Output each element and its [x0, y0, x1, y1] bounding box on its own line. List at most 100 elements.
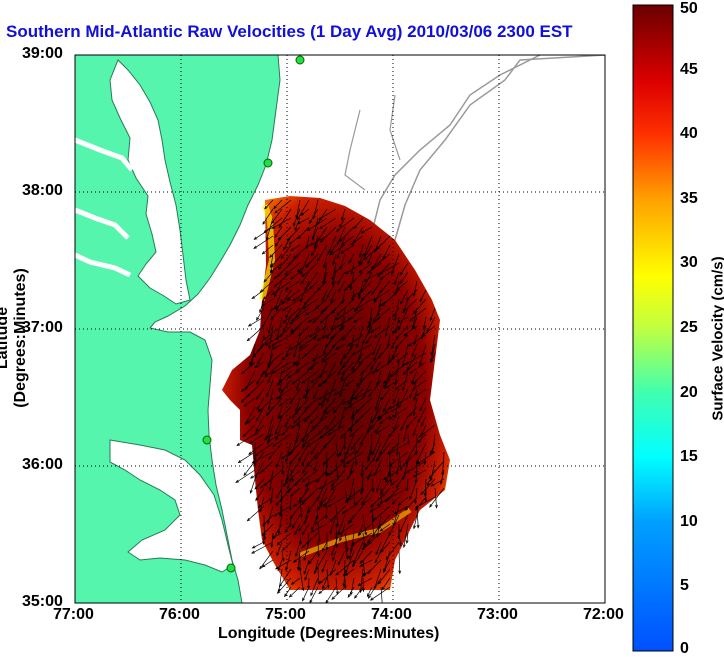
velocity-vector-head	[361, 546, 365, 551]
velocity-vector-head	[347, 401, 351, 405]
velocity-vector-head	[341, 401, 346, 405]
velocity-vector-head	[339, 537, 343, 542]
velocity-vector-head	[307, 509, 311, 514]
velocity-vector	[247, 325, 265, 342]
colorbar-tick-label: 40	[680, 125, 698, 143]
velocity-vector-head	[341, 371, 346, 375]
velocity-vector	[405, 352, 427, 365]
velocity-vector-head	[376, 503, 381, 507]
velocity-vector	[270, 253, 283, 268]
velocity-vector	[402, 361, 418, 375]
velocity-vector-head	[326, 472, 331, 476]
velocity-vector-head	[370, 426, 374, 430]
velocity-vector	[376, 478, 382, 492]
velocity-vector-head	[319, 580, 323, 584]
velocity-vector	[293, 244, 310, 259]
velocity-vector	[319, 478, 337, 490]
velocity-vector-head	[350, 241, 354, 246]
velocity-vector	[387, 487, 409, 500]
velocity-vector-head	[342, 377, 346, 382]
velocity-vector-head	[259, 485, 264, 489]
velocity-vector	[370, 586, 391, 601]
velocity-vector-head	[284, 272, 288, 276]
velocity-vector-head	[368, 509, 373, 513]
velocity-vector-head	[415, 507, 419, 511]
velocity-vector-head	[290, 478, 294, 483]
velocity-vector-head	[364, 532, 368, 536]
velocity-vector-head	[420, 491, 424, 496]
velocity-vector	[373, 289, 391, 301]
velocity-vector	[310, 442, 319, 455]
velocity-vector	[345, 568, 355, 576]
velocity-vector	[326, 568, 329, 588]
velocity-vector-head	[275, 502, 280, 506]
velocity-vector	[344, 541, 348, 560]
velocity-vector	[361, 460, 364, 477]
velocity-vector	[335, 505, 339, 527]
velocity-vector-head	[295, 313, 299, 318]
velocity-vector-head	[332, 557, 335, 562]
velocity-vector-head	[276, 495, 280, 500]
velocity-vector-head	[264, 342, 269, 346]
velocity-vector-head	[348, 519, 353, 524]
velocity-vector	[371, 478, 374, 492]
velocity-vector	[334, 262, 346, 273]
velocity-vector-head	[253, 457, 257, 462]
velocity-vector-head	[339, 266, 343, 271]
velocity-vector	[411, 343, 418, 357]
velocity-vector	[347, 307, 364, 321]
velocity-vector-head	[368, 393, 372, 398]
velocity-vector	[350, 460, 355, 474]
velocity-vector	[359, 424, 373, 445]
velocity-vector	[297, 217, 310, 225]
velocity-vector	[275, 424, 283, 441]
velocity-vector-head	[274, 431, 278, 436]
velocity-vector	[358, 577, 373, 586]
velocity-vector	[431, 478, 445, 487]
velocity-vector	[393, 505, 400, 526]
velocity-vector-head	[244, 421, 248, 426]
velocity-vector-head	[304, 287, 308, 291]
velocity-vector	[278, 514, 283, 534]
velocity-vector-head	[253, 462, 257, 467]
velocity-vector	[310, 370, 328, 383]
velocity-vector-head	[300, 271, 303, 276]
velocity-vector-head	[305, 390, 309, 394]
velocity-vector	[284, 262, 301, 276]
velocity-vector-head	[348, 260, 352, 264]
velocity-vector	[302, 379, 319, 399]
velocity-vector	[293, 550, 310, 563]
velocity-vector-head	[359, 563, 364, 567]
velocity-vector-head	[358, 296, 361, 300]
velocity-vector-head	[311, 425, 315, 429]
velocity-vector	[291, 415, 310, 429]
velocity-vector	[398, 388, 409, 408]
velocity-vector	[333, 397, 346, 414]
velocity-vector	[318, 424, 328, 435]
velocity-vector	[362, 532, 366, 547]
velocity-vector	[412, 307, 418, 329]
velocity-vector-head	[301, 443, 306, 447]
velocity-vector	[275, 325, 292, 341]
velocity-vector	[403, 523, 409, 548]
velocity-vector	[358, 280, 373, 296]
velocity-vector-head	[324, 503, 328, 508]
velocity-vector-head	[272, 346, 276, 350]
velocity-vector	[270, 487, 274, 504]
velocity-vector-head	[405, 469, 410, 473]
velocity-vector-head	[430, 483, 435, 487]
velocity-vector	[339, 379, 346, 397]
velocity-vector-head	[301, 544, 305, 549]
velocity-vector-head	[371, 451, 375, 456]
velocity-vector	[282, 298, 301, 312]
velocity-vector-head	[277, 415, 281, 420]
velocity-vector	[387, 334, 391, 347]
velocity-vector	[247, 379, 265, 397]
velocity-vector-head	[294, 482, 299, 487]
velocity-vector	[323, 271, 328, 285]
velocity-vector	[359, 244, 364, 258]
velocity-vector	[315, 514, 328, 525]
velocity-vector	[291, 370, 310, 385]
velocity-vector-head	[300, 298, 303, 303]
velocity-vector-head	[349, 470, 353, 475]
